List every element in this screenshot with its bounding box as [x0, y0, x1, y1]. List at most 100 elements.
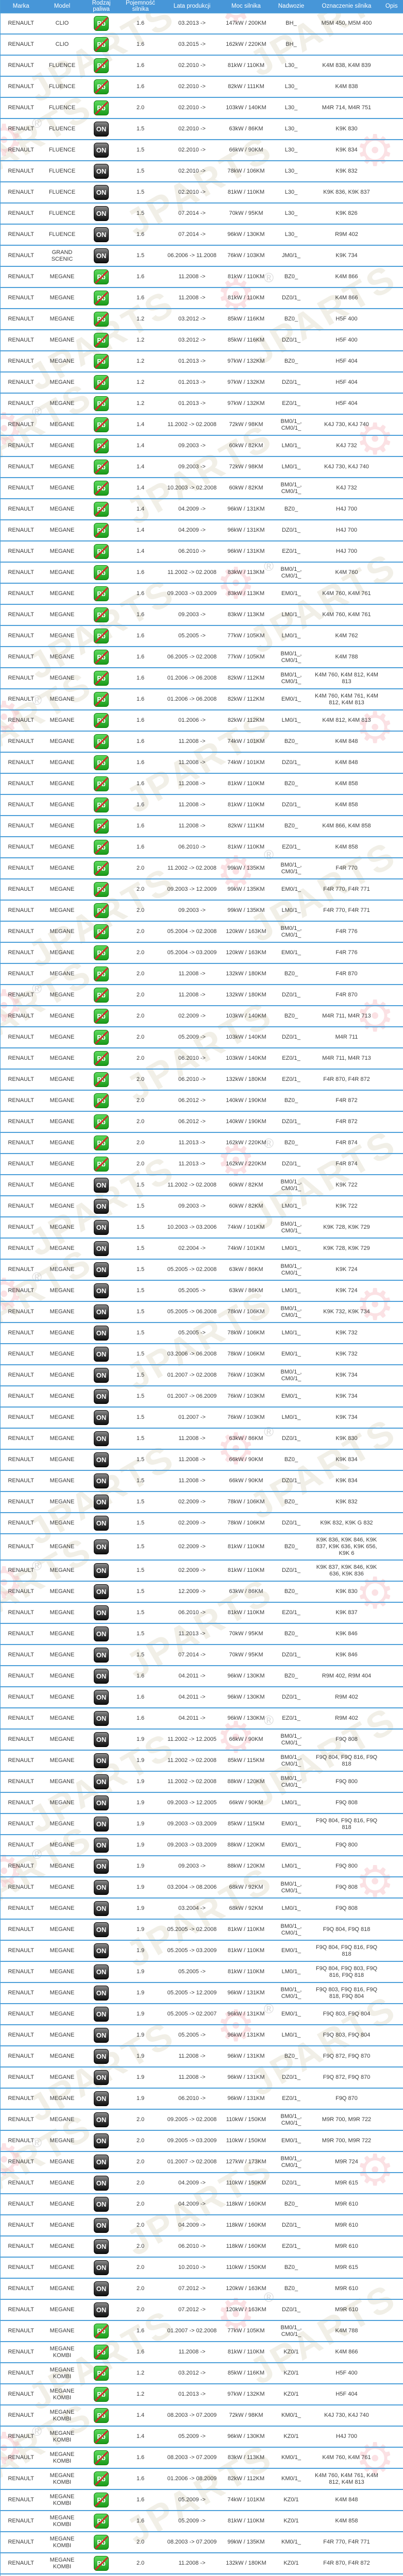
- cell-opis: [380, 1961, 403, 1982]
- cell-rodzaj-paliwa: ON: [82, 2235, 120, 2257]
- cell-moc-silnika: 83kW / 113KM: [223, 583, 270, 604]
- cell-pojemnosc-silnika: 2.0: [120, 1026, 161, 1048]
- cell-marka: RENAULT: [0, 160, 42, 182]
- table-row: RENAULT MEGANE ON 1.9 11.2008 -> 96kW / 131KM…: [0, 2045, 403, 2067]
- cell-lata-produkcji: 01.2006 -> 06.2008: [161, 667, 223, 689]
- cell-model: MEGANE: [41, 815, 83, 837]
- fuel-petrol-unleaded-icon: Pb: [94, 2429, 109, 2444]
- cell-marka: RENAULT: [0, 1686, 42, 1708]
- cell-moc-silnika: 82kW / 112KM: [223, 2468, 270, 2489]
- cell-pojemnosc-silnika: 2.0: [120, 963, 161, 985]
- cell-lata-produkcji: 09.2003 ->: [161, 435, 223, 456]
- cell-lata-produkcji: 03.2012 ->: [161, 329, 223, 351]
- cell-nadwozie: EZ0/1_: [269, 2235, 313, 2257]
- fuel-diesel-icon: ON: [94, 2218, 109, 2233]
- cell-opis: [380, 2257, 403, 2278]
- cell-rodzaj-paliwa: ON: [82, 1343, 120, 1365]
- fuel-petrol-unleaded-icon: Pb: [94, 1051, 109, 1066]
- cell-moc-silnika: 82kW / 112KM: [223, 709, 270, 731]
- cell-lata-produkcji: 10.2003 -> 03.2006: [161, 1216, 223, 1238]
- cell-moc-silnika: 110kW / 150KM: [223, 2130, 270, 2151]
- cell-lata-produkcji: 05.2005 -> 03.2009: [161, 1940, 223, 1961]
- cell-moc-silnika: 99kW / 135KM: [223, 857, 270, 879]
- cell-pojemnosc-silnika: 1.5: [120, 1238, 161, 1259]
- cell-oznaczenie-silnika: H5F 404: [313, 350, 380, 372]
- fuel-diesel-icon: ON: [94, 1241, 109, 1256]
- cell-lata-produkcji: 11.2008 ->: [161, 2066, 223, 2088]
- cell-nadwozie: KM0/1_: [269, 2404, 313, 2426]
- cell-nadwozie: LM0/1_: [269, 604, 313, 625]
- cell-marka: RENAULT: [0, 1644, 42, 1666]
- cell-lata-produkcji: 05.2005 ->: [161, 1280, 223, 1301]
- cell-marka: RENAULT: [0, 1216, 42, 1238]
- fuel-petrol-unleaded-icon: Pb: [94, 2408, 109, 2423]
- cell-opis: [380, 1005, 403, 1027]
- cell-nadwozie: DZ0/1_: [269, 329, 313, 351]
- cell-nadwozie: BM0/1_, CM0/1_: [269, 2320, 313, 2342]
- cell-pojemnosc-silnika: 1.9: [120, 1897, 161, 1919]
- table-row: RENAULT FLUENCE Pb 2.0 02.2010 -> 103kW / 140…: [0, 97, 403, 118]
- table-row: RENAULT MEGANE ON 1.9 11.2002 -> 02.2008 88kW…: [0, 1771, 403, 1792]
- cell-oznaczenie-silnika: K9K 826: [313, 202, 380, 224]
- fuel-petrol-unleaded-icon: Pb: [94, 79, 109, 94]
- cell-model: MEGANE KOMBI: [41, 2468, 83, 2489]
- cell-oznaczenie-silnika: M9R 610: [313, 2235, 380, 2257]
- cell-moc-silnika: 81kW / 110KM: [223, 1940, 270, 1961]
- fuel-petrol-unleaded-icon: Pb: [94, 755, 109, 770]
- cell-rodzaj-paliwa: Pb: [82, 519, 120, 541]
- cell-lata-produkcji: 11.2002 -> 02.2008: [161, 414, 223, 435]
- cell-marka: RENAULT: [0, 815, 42, 837]
- cell-opis: [380, 1406, 403, 1428]
- cell-oznaczenie-silnika: F9Q 804, F9Q 816, F9Q 818: [313, 1813, 380, 1835]
- table-row: RENAULT MEGANE ON 1.9 05.2005 -> 96kW / 131KM…: [0, 2024, 403, 2046]
- cell-lata-produkcji: 11.2008 ->: [161, 1428, 223, 1449]
- cell-moc-silnika: 97kW / 132KM: [223, 371, 270, 393]
- cell-opis: [380, 1047, 403, 1069]
- cell-model: MEGANE: [41, 350, 83, 372]
- cell-rodzaj-paliwa: Pb: [82, 688, 120, 710]
- cell-nadwozie: DZ0/1_: [269, 2172, 313, 2194]
- cell-pojemnosc-silnika: 1.4: [120, 477, 161, 499]
- table-row: RENAULT FLUENCE ON 1.5 02.2010 -> 63kW / 86KM…: [0, 118, 403, 140]
- cell-moc-silnika: 147kW / 200KM: [223, 12, 270, 34]
- cell-oznaczenie-silnika: F9Q 804, F9Q 816, F9Q 818: [313, 1750, 380, 1771]
- column-header-pojemnosc: Pojemność silnika: [120, 0, 161, 13]
- cell-moc-silnika: 63kW / 86KM: [223, 1428, 270, 1449]
- cell-lata-produkcji: 04.2009 ->: [161, 498, 223, 520]
- cell-marka: RENAULT: [0, 2552, 42, 2574]
- cell-lata-produkcji: 09.2003 ->: [161, 900, 223, 921]
- cell-model: FLUENCE: [41, 202, 83, 224]
- cell-pojemnosc-silnika: 1.6: [120, 752, 161, 773]
- cell-opis: [380, 1533, 403, 1560]
- cell-opis: [380, 1364, 403, 1386]
- cell-lata-produkcji: 05.2005 -> 12.2009: [161, 1982, 223, 2004]
- fuel-diesel-icon: ON: [94, 1368, 109, 1383]
- table-row: RENAULT MEGANE ON 1.9 09.2003 -> 03.2009 85kW…: [0, 1813, 403, 1835]
- cell-model: MEGANE: [41, 773, 83, 794]
- cell-rodzaj-paliwa: Pb: [82, 414, 120, 435]
- cell-pojemnosc-silnika: 2.0: [120, 2214, 161, 2236]
- cell-nadwozie: KZ0/1: [269, 2426, 313, 2447]
- cell-marka: RENAULT: [0, 2341, 42, 2363]
- cell-nadwozie: KZ0/1: [269, 2383, 313, 2405]
- cell-oznaczenie-silnika: K4M 762: [313, 625, 380, 647]
- cell-model: MEGANE: [41, 1259, 83, 1280]
- cell-lata-produkcji: 11.2013 ->: [161, 1623, 223, 1645]
- table-row: RENAULT MEGANE Pb 1.6 11.2008 -> 74kW / 101KM…: [0, 731, 403, 752]
- cell-pojemnosc-silnika: 2.0: [120, 1132, 161, 1154]
- cell-pojemnosc-silnika: 1.5: [120, 1644, 161, 1666]
- cell-marka: RENAULT: [0, 688, 42, 710]
- cell-opis: [380, 1686, 403, 1708]
- cell-model: MEGANE: [41, 857, 83, 879]
- cell-model: MEGANE: [41, 1602, 83, 1623]
- cell-moc-silnika: 82kW / 111KM: [223, 76, 270, 97]
- cell-moc-silnika: 132kW / 180KM: [223, 1069, 270, 1090]
- cell-rodzaj-paliwa: ON: [82, 1686, 120, 1708]
- cell-rodzaj-paliwa: ON: [82, 1428, 120, 1449]
- cell-opis: [380, 1280, 403, 1301]
- cell-opis: [380, 55, 403, 76]
- cell-oznaczenie-silnika: M9R 610: [313, 2214, 380, 2236]
- cell-model: MEGANE KOMBI: [41, 2552, 83, 2574]
- cell-moc-silnika: 63kW / 86KM: [223, 1581, 270, 1602]
- cell-moc-silnika: 96kW / 131KM: [223, 2066, 270, 2088]
